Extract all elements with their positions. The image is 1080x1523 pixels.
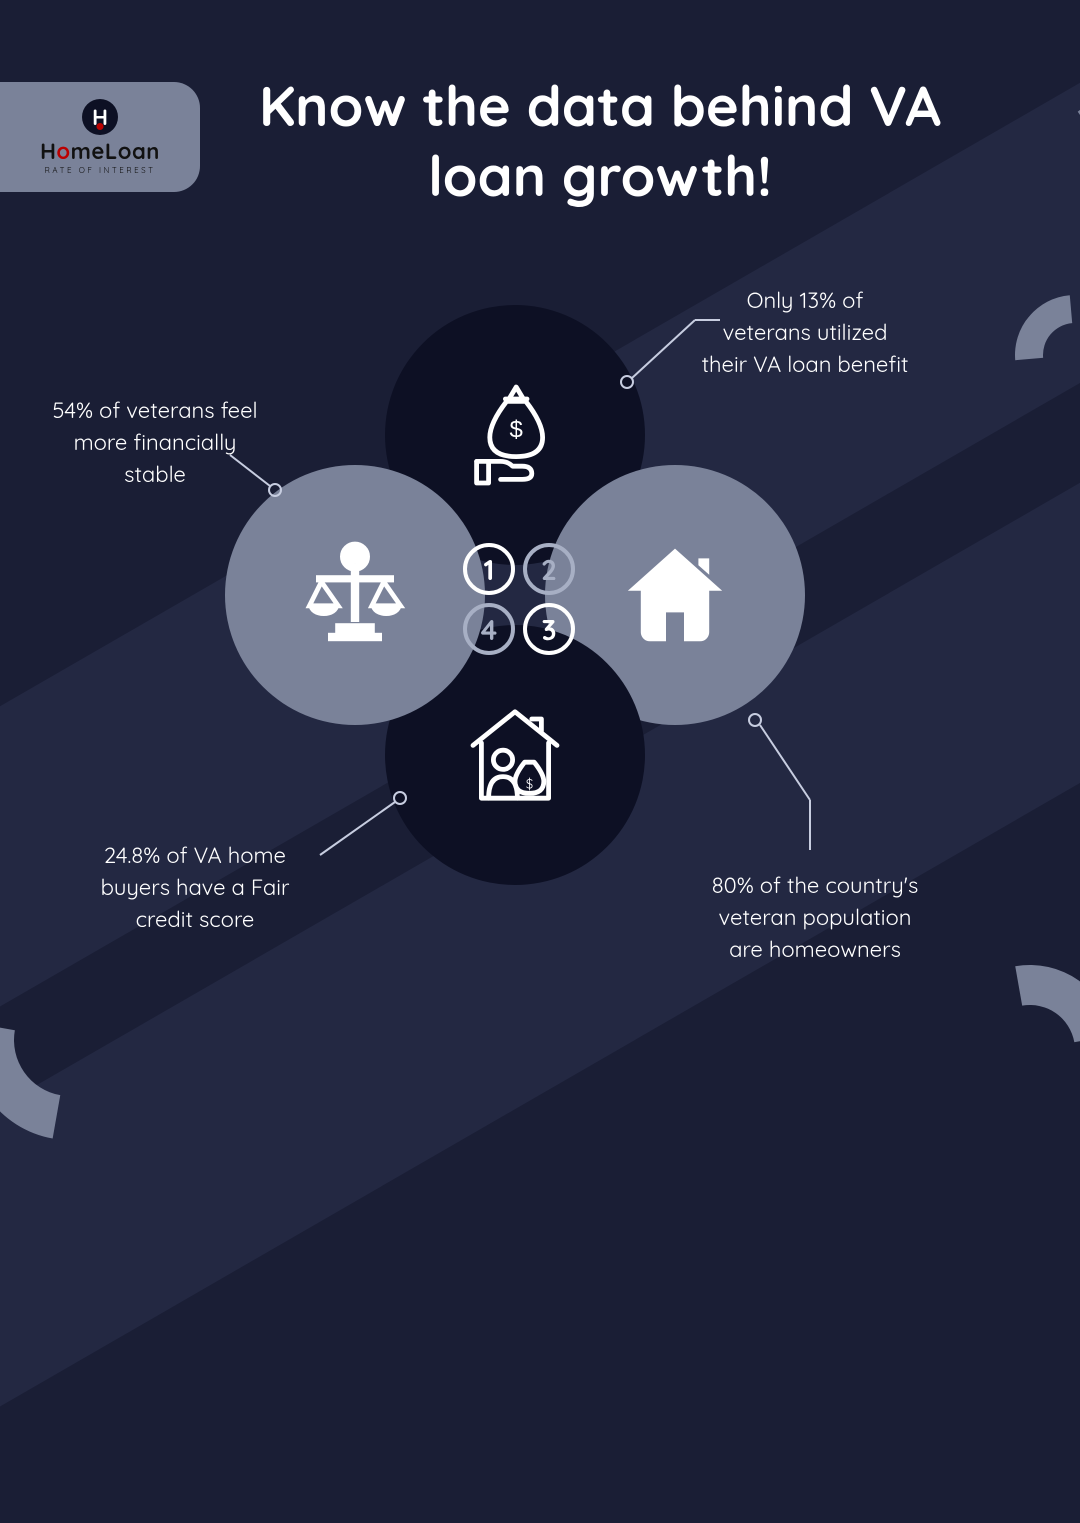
- center-number-2: 2: [523, 543, 575, 595]
- center-number-4: 4: [463, 603, 515, 655]
- home-buyer-icon: $: [455, 695, 575, 815]
- logo-word-o: o: [56, 137, 70, 165]
- logo-tab: H HomeLoan Rate Of Interest: [0, 82, 200, 192]
- svg-text:$: $: [350, 547, 359, 568]
- pinwheel-diagram: $ $ $: [225, 305, 805, 885]
- page-title: Know the data behind VA loan growth!: [220, 70, 980, 210]
- stat-text-4: 24.8% of VA home buyers have a Fair cred…: [95, 840, 295, 936]
- svg-text:$: $: [510, 416, 523, 443]
- logo-word-prefix: H: [40, 137, 56, 165]
- logo-mark-icon: H: [82, 99, 118, 135]
- stat-text-2: 54% of veterans feel more financially st…: [50, 395, 260, 491]
- money-bag-icon: $: [455, 375, 575, 495]
- logo-subtext: Rate Of Interest: [45, 165, 156, 175]
- petal-scale: $: [225, 465, 485, 725]
- logo-wordmark: HomeLoan: [40, 137, 160, 165]
- svg-text:$: $: [526, 777, 533, 793]
- center-number-3: 3: [523, 603, 575, 655]
- logo-word-suffix: meLoan: [71, 137, 160, 165]
- logo-mark-letter: H: [92, 103, 108, 131]
- stat-text-3: 80% of the country's veteran population …: [700, 870, 930, 966]
- balance-scale-icon: $: [295, 535, 415, 655]
- stat-text-1: Only 13% of veterans utilized their VA l…: [700, 285, 910, 381]
- center-number-1: 1: [463, 543, 515, 595]
- house-icon: [615, 535, 735, 655]
- decor-arc: [912, 932, 1080, 1169]
